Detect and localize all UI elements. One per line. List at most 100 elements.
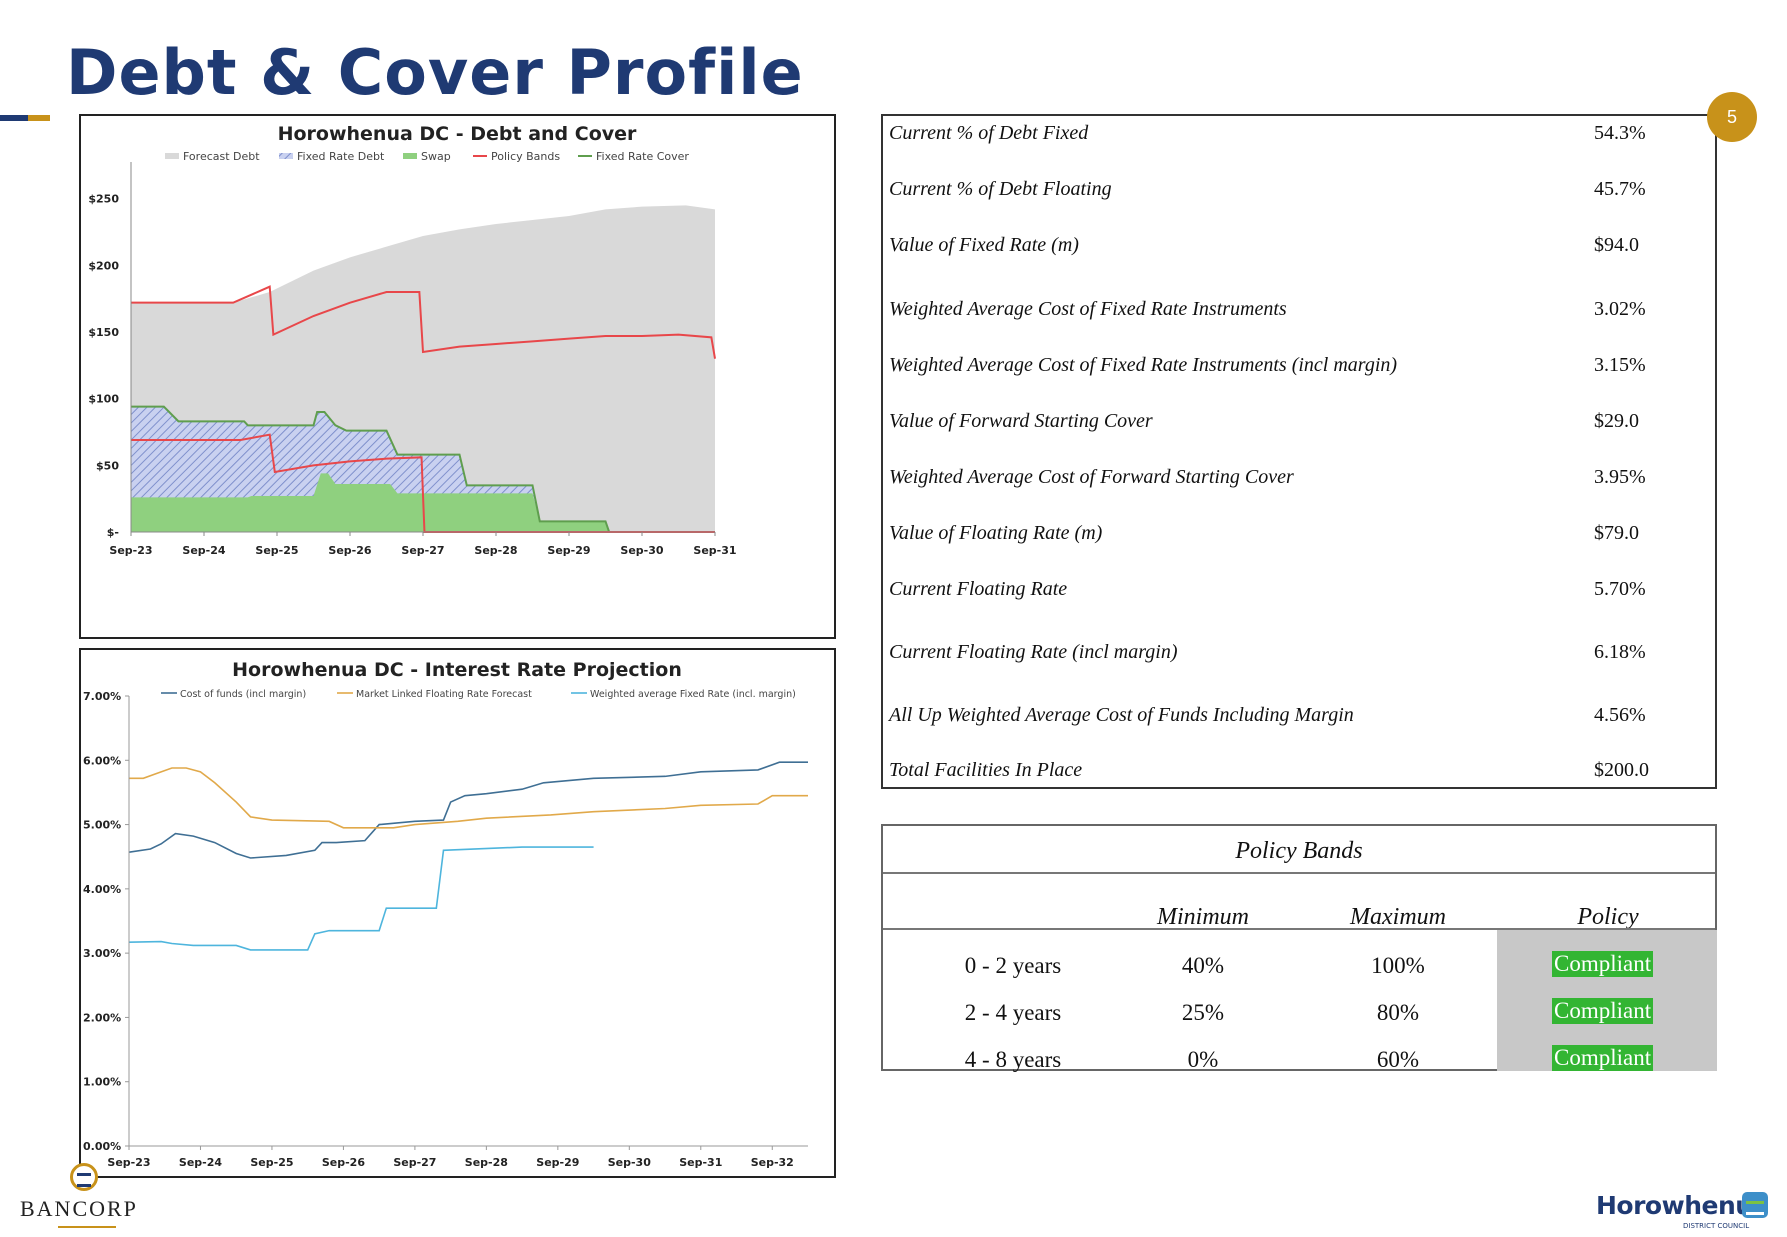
legend-label: Cost of funds (incl margin) — [180, 689, 306, 700]
metric-label: Value of Forward Starting Cover — [889, 410, 1153, 432]
x-tick-label: Sep-28 — [474, 544, 517, 557]
band-label: 2 - 4 years — [964, 1000, 1062, 1025]
legend-swatch — [403, 153, 417, 159]
x-tick-label: Sep-23 — [109, 544, 152, 557]
divider — [883, 928, 1715, 930]
x-tick-label: Sep-30 — [620, 544, 663, 557]
band-maximum: 100% — [1371, 953, 1425, 978]
band-minimum: 40% — [1181, 953, 1225, 978]
x-tick-label: Sep-26 — [322, 1156, 365, 1169]
x-tick-label: Sep-24 — [179, 1156, 222, 1169]
compliance-badge: Compliant — [1552, 951, 1654, 977]
horowhenua-subtitle: DISTRICT COUNCIL — [1683, 1222, 1750, 1230]
x-tick-label: Sep-29 — [547, 544, 590, 557]
y-tick-label: 5.00% — [83, 819, 121, 832]
policy-band-upper-line — [131, 285, 716, 359]
metric-label: Weighted Average Cost of Fixed Rate Inst… — [889, 354, 1398, 376]
metric-label: Weighted Average Cost of Forward Startin… — [889, 466, 1294, 488]
metric-label: Weighted Average Cost of Fixed Rate Inst… — [889, 298, 1287, 320]
band-label: 0 - 2 years — [964, 953, 1062, 978]
metric-label: Current Floating Rate (incl margin) — [889, 641, 1178, 663]
rate-series-line — [129, 767, 808, 829]
fixed-rate-cover-line — [131, 405, 715, 533]
x-tick-label: Sep-30 — [608, 1156, 651, 1169]
debt-cover-chart-svg: Horowhenua DC - Debt and Cover Forecast … — [88, 123, 736, 557]
y-tick-label: 0.00% — [83, 1140, 121, 1153]
y-tick-label: $150 — [88, 326, 119, 339]
legend-swatch — [165, 153, 179, 159]
metric-label: Current % of Debt Fixed — [889, 122, 1089, 144]
bancorp-logo-icon — [70, 1163, 98, 1191]
interest-rate-legend: Cost of funds (incl margin) Market Linked… — [161, 689, 796, 700]
horowhenua-wordmark: Horowhenua — [1596, 1191, 1769, 1220]
interest-rate-chart: Horowhenua DC - Interest Rate Projection… — [79, 648, 836, 1178]
rate-series-line — [128, 846, 594, 951]
bancorp-wordmark: BANCORP — [20, 1196, 138, 1221]
x-tick-label: Sep-26 — [328, 544, 371, 557]
metric-value: 3.95% — [1594, 466, 1646, 488]
legend-label: Weighted average Fixed Rate (incl. margi… — [590, 689, 796, 700]
title-accent-bar — [0, 115, 50, 121]
legend-label: Policy Bands — [491, 150, 560, 163]
policy-bands-table: Policy Bands Minimum Maximum Policy 0 - … — [881, 824, 1717, 1072]
debt-cover-chart: Horowhenua DC - Debt and Cover Forecast … — [79, 114, 836, 639]
debt-cover-legend: Forecast Debt Fixed Rate Debt Swap Policy B… — [165, 150, 689, 163]
policy-band-lower-line — [131, 433, 715, 533]
band-minimum: 25% — [1181, 1000, 1225, 1025]
legend-label: Market Linked Floating Rate Forecast — [356, 689, 532, 700]
metric-value: $29.0 — [1594, 410, 1639, 432]
header-maximum: Maximum — [1350, 904, 1446, 930]
x-tick-label: Sep-27 — [393, 1156, 436, 1169]
metric-value: $94.0 — [1594, 234, 1639, 256]
metric-label: All Up Weighted Average Cost of Funds In… — [889, 704, 1354, 726]
metric-value: $200.0 — [1594, 759, 1649, 781]
policy-bands-title: Policy Bands — [1235, 838, 1363, 864]
legend-label: Swap — [421, 150, 451, 163]
x-tick-label: Sep-31 — [679, 1156, 722, 1169]
x-tick-label: Sep-23 — [107, 1156, 150, 1169]
legend-label: Forecast Debt — [183, 150, 260, 163]
band-minimum: 0% — [1187, 1047, 1219, 1072]
x-tick-label: Sep-25 — [255, 544, 298, 557]
x-tick-label: Sep-25 — [250, 1156, 293, 1169]
metric-label: Value of Floating Rate (m) — [889, 522, 1103, 544]
x-tick-label: Sep-29 — [536, 1156, 579, 1169]
header-minimum: Minimum — [1157, 904, 1249, 930]
y-tick-label: 1.00% — [83, 1076, 121, 1089]
y-tick-label: 6.00% — [83, 754, 121, 767]
band-label: 4 - 8 years — [964, 1047, 1062, 1072]
y-tick-label: $200 — [88, 259, 119, 272]
horowhenua-logo-icon — [1742, 1192, 1768, 1218]
legend-swatch — [279, 153, 293, 159]
x-tick-label: Sep-24 — [182, 544, 225, 557]
x-tick-label: Sep-32 — [751, 1156, 794, 1169]
legend-label: Fixed Rate Cover — [596, 150, 689, 163]
band-maximum: 60% — [1376, 1047, 1420, 1072]
metric-label: Total Facilities In Place — [889, 759, 1083, 781]
y-tick-label: $100 — [88, 393, 119, 406]
x-tick-label: Sep-27 — [401, 544, 444, 557]
header-policy: Policy — [1577, 904, 1639, 930]
metric-value: 4.56% — [1594, 704, 1646, 726]
y-tick-label: $- — [107, 526, 119, 539]
page-title: Debt & Cover Profile — [66, 36, 804, 109]
page-number-badge: 5 — [1707, 92, 1757, 142]
metric-label: Current Floating Rate — [889, 578, 1068, 600]
legend-label: Fixed Rate Debt — [297, 150, 385, 163]
metric-value: 6.18% — [1594, 641, 1646, 663]
y-tick-label: $250 — [88, 193, 119, 206]
y-tick-label: 7.00% — [83, 690, 121, 703]
metric-value: 5.70% — [1594, 578, 1646, 600]
y-tick-label: $50 — [96, 459, 119, 472]
bancorp-underline — [58, 1226, 116, 1228]
metric-value: 54.3% — [1594, 122, 1646, 144]
interest-rate-chart-title: Horowhenua DC - Interest Rate Projection — [232, 659, 682, 681]
y-tick-label: 4.00% — [83, 883, 121, 896]
rate-series-line — [128, 761, 808, 859]
metric-value: 3.02% — [1594, 298, 1646, 320]
y-tick-label: 3.00% — [83, 947, 121, 960]
metric-value: $79.0 — [1594, 522, 1639, 544]
divider — [883, 872, 1715, 874]
compliance-badge: Compliant — [1552, 998, 1654, 1024]
x-tick-label: Sep-28 — [465, 1156, 508, 1169]
